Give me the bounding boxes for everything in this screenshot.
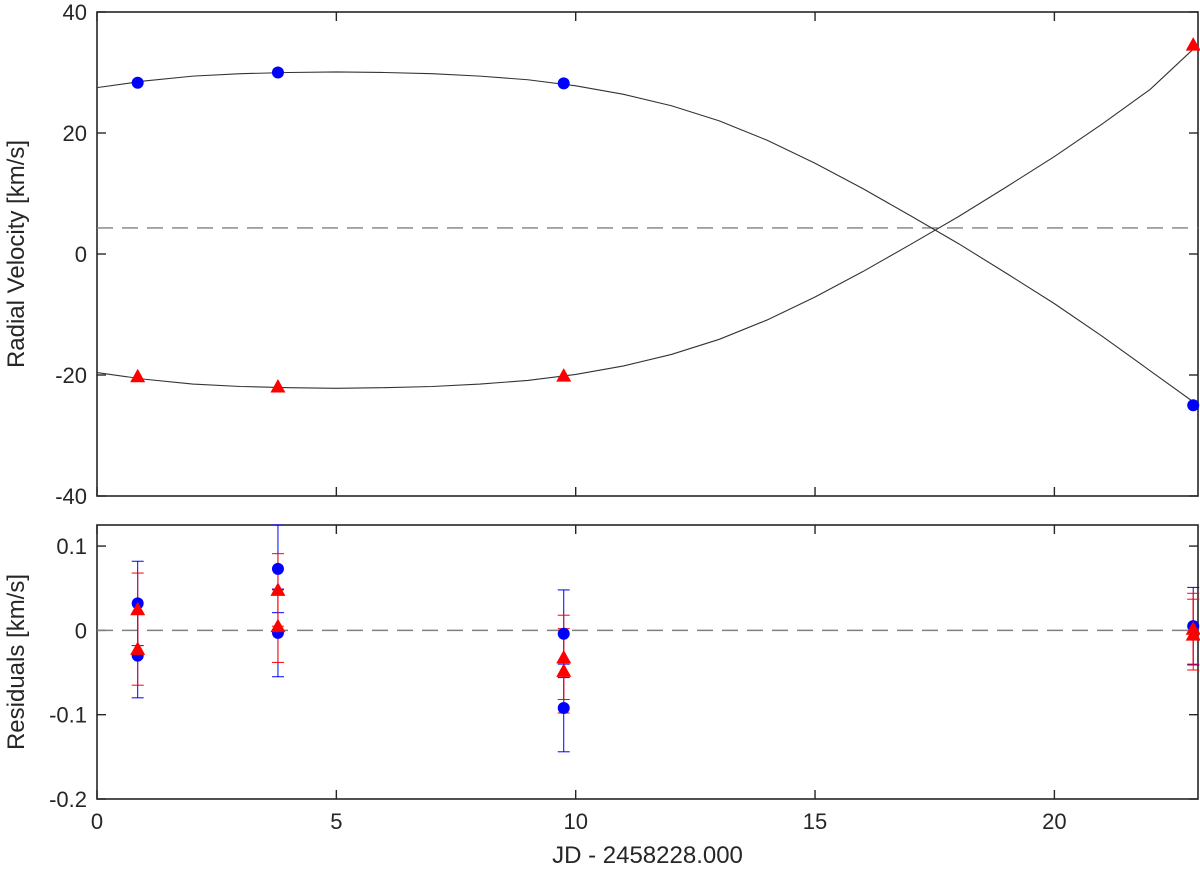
data-point-circle (557, 77, 570, 90)
fit-curve-secondary (96, 44, 1199, 389)
data-point-triangle (1185, 627, 1200, 641)
y-tick-label: 40 (63, 0, 87, 25)
data-point-circle (131, 76, 144, 89)
plot-frame (96, 11, 1199, 497)
y-tick-label: -20 (55, 363, 87, 388)
data-point-triangle (270, 378, 286, 393)
y-tick-label: 0 (75, 618, 87, 643)
radial-velocity-panel: -40 -20 0 20 40 Radial Velocity [km/s] (3, 0, 1200, 509)
data-point-triangle (270, 618, 286, 633)
data-point-triangle (556, 663, 572, 677)
x-tick-label: 10 (563, 809, 587, 834)
x-tick-label: 5 (330, 809, 342, 834)
data-point-triangle (556, 649, 572, 664)
x-axis-label: JD - 2458228.000 (552, 842, 743, 869)
data-point-triangle (130, 368, 146, 383)
y-tick-label: -40 (55, 484, 87, 509)
y-tick-label: 20 (63, 121, 87, 146)
y-tick-label: -0.1 (49, 703, 87, 728)
fit-curve-primary (96, 71, 1199, 406)
data-point-circle (1187, 399, 1200, 412)
y-tick-label: 0.1 (56, 534, 87, 559)
y-tick-label: 0 (75, 242, 87, 267)
y-tick-label: -0.2 (49, 787, 87, 812)
y-axis-label: Residuals [km/s] (3, 574, 30, 750)
x-tick-label: 15 (803, 809, 827, 834)
data-point-circle (557, 627, 570, 640)
data-point-circle (557, 701, 570, 714)
plot-frame (96, 524, 1199, 800)
data-point-triangle (556, 368, 572, 382)
data-point-triangle (130, 641, 146, 655)
data-point-circle (271, 66, 284, 79)
residuals-panel: 0 5 10 15 20 -0.2 -0.1 0 0.1 Residuals [km/s] JD -… (3, 524, 1200, 869)
data-point-triangle (130, 601, 146, 616)
y-axis-label: Radial Velocity [km/s] (3, 140, 30, 368)
data-point-circle (271, 562, 284, 575)
x-tick-label: 20 (1042, 809, 1066, 834)
data-point-triangle (1185, 37, 1200, 51)
data-point-triangle (270, 582, 286, 596)
x-tick-label: 0 (91, 809, 103, 834)
